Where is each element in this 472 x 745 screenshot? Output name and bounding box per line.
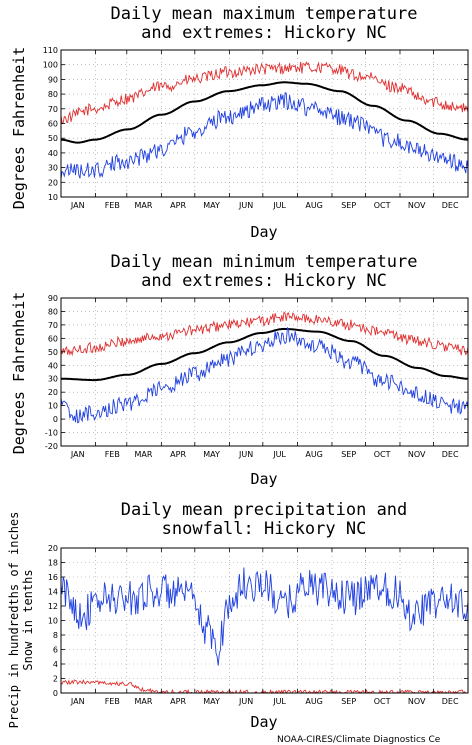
x-tick-label: AUG [305, 450, 323, 459]
x-tick-label: APR [170, 450, 186, 459]
chart3-plot-area: 0 2 4 6 8 10 12 14 16 18 20 JAN FEB MAR APR MAY JUN JUL AU… [48, 544, 469, 706]
chart3-title-line2: snowfall: Hickory NC [162, 519, 367, 539]
y-tick-label: 50 [48, 348, 58, 357]
series-line-max-extreme [60, 311, 469, 357]
x-tick-label: SEP [341, 450, 356, 459]
x-tick-label: SEP [341, 697, 356, 706]
credit-text: NOAA-CIRES/Climate Diagnostics Ce [277, 735, 441, 745]
x-tick-label: AUG [305, 201, 323, 210]
y-tick-label: 8 [53, 631, 58, 640]
plot-frame [60, 547, 469, 694]
chart2-xlabel: Day [250, 470, 277, 488]
x-tick-label: JAN [70, 697, 85, 706]
chart3-title-line1: Daily mean precipitation and [121, 500, 408, 520]
x-tick-label: JUN [238, 201, 253, 210]
x-tick-label: FEB [105, 450, 120, 459]
x-tick-label: MAR [135, 201, 153, 210]
chart3-ylabel-line2: Snow in tenths [21, 569, 35, 670]
x-tick-label: OCT [374, 450, 391, 459]
x-tick-label: JUL [272, 697, 286, 706]
series-line-min-extreme [60, 326, 469, 424]
y-tick-label: 10 [48, 402, 58, 411]
y-tick-label: 6 [53, 646, 58, 655]
y-tick-label: -10 [45, 429, 58, 438]
plot-frame [60, 297, 469, 447]
chart1-title-line2: and extremes: Hickory NC [141, 23, 387, 43]
chart1-plot-area: 10 20 30 40 50 60 70 80 90 100 110 JAN FEB MAR APR MAY J… [43, 46, 469, 210]
x-tick-label: OCT [374, 201, 391, 210]
y-tick-label: 20 [48, 178, 58, 187]
chart2-plot-area: -20 -10 0 10 20 30 40 50 60 70 80 90 JAN FEB MAR APR MAY… [45, 294, 469, 459]
series-line-max-extreme [60, 61, 469, 124]
x-tick-label: NOV [408, 201, 426, 210]
x-tick-label: JAN [70, 450, 85, 459]
y-tick-label: 60 [48, 334, 58, 343]
x-tick-label: OCT [374, 697, 391, 706]
series-line-min-extreme [60, 92, 469, 179]
y-tick-label: 40 [48, 361, 58, 370]
y-tick-label: 4 [53, 660, 58, 669]
chart1-ylabel: Degrees Fahrenheit [10, 47, 28, 210]
x-tick-label: MAY [203, 697, 220, 706]
x-tick-label: AUG [305, 697, 323, 706]
y-tick-label: 0 [53, 689, 58, 698]
x-tick-label: JUN [238, 450, 253, 459]
y-tick-label: 100 [43, 61, 58, 70]
chart3-ylabel-line1: Precip in hundredths of inches [7, 512, 21, 729]
y-tick-label: 80 [48, 307, 58, 316]
x-tick-label: FEB [105, 201, 120, 210]
x-tick-label: FEB [105, 697, 120, 706]
x-tick-label: NOV [408, 450, 426, 459]
y-tick-label: 70 [48, 321, 58, 330]
x-tick-label: MAY [203, 450, 220, 459]
chart2-ylabel: Degrees Fahrenheit [10, 292, 28, 455]
x-tick-label: SEP [341, 201, 356, 210]
y-tick-label: 110 [43, 46, 58, 55]
y-tick-label: 60 [48, 120, 58, 129]
y-tick-label: 90 [48, 294, 58, 303]
y-tick-label: 2 [53, 675, 58, 684]
chart1-title-line1: Daily mean maximum temperature [110, 4, 417, 24]
x-tick-label: DEC [442, 201, 459, 210]
y-tick-label: 30 [48, 375, 58, 384]
x-tick-label: DEC [442, 450, 459, 459]
y-tick-label: 12 [48, 602, 58, 611]
x-tick-label: APR [170, 201, 186, 210]
x-tick-label: JAN [70, 201, 85, 210]
y-tick-label: 20 [48, 544, 58, 553]
y-tick-label: 20 [48, 388, 58, 397]
y-tick-label: 10 [48, 193, 58, 202]
chart2-title-line2: and extremes: Hickory NC [141, 271, 387, 291]
x-tick-label: MAR [135, 697, 153, 706]
y-tick-label: -20 [45, 442, 58, 451]
chart2-title-line1: Daily mean minimum temperature [110, 252, 417, 272]
x-tick-label: JUL [272, 201, 286, 210]
x-tick-label: MAY [203, 201, 220, 210]
y-tick-label: 16 [48, 573, 58, 582]
series-line-mean [61, 81, 469, 144]
y-tick-label: 0 [53, 415, 58, 424]
series-line-precip [60, 567, 469, 666]
chart3-xlabel: Day [250, 713, 277, 731]
y-tick-label: 30 [48, 164, 58, 173]
x-tick-label: JUL [272, 450, 286, 459]
y-tick-label: 50 [48, 134, 58, 143]
x-tick-label: NOV [408, 697, 426, 706]
y-tick-label: 40 [48, 149, 58, 158]
y-tick-label: 10 [48, 617, 58, 626]
x-tick-label: APR [170, 697, 186, 706]
y-tick-label: 18 [48, 559, 58, 568]
series-line-snow [60, 678, 468, 695]
chart1-xlabel: Day [250, 223, 277, 241]
y-tick-label: 14 [48, 588, 58, 597]
y-tick-label: 80 [48, 90, 58, 99]
y-tick-label: 90 [48, 75, 58, 84]
x-tick-label: MAR [135, 450, 153, 459]
y-tick-label: 70 [48, 105, 58, 114]
series-line-mean [61, 327, 468, 382]
x-tick-label: JUN [238, 697, 253, 706]
x-tick-label: DEC [442, 697, 459, 706]
